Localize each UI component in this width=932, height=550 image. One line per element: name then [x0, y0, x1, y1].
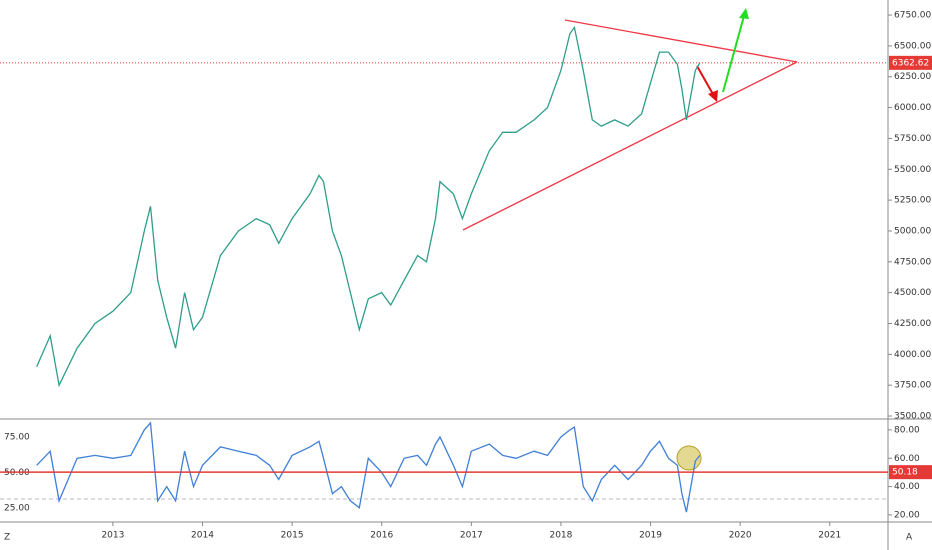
last-value-label: 6362.62	[892, 58, 929, 68]
corner-label: Z	[4, 533, 10, 543]
y-tick-label: 6250.00	[894, 72, 931, 82]
up-arrow	[722, 15, 745, 93]
corner-label: A	[906, 533, 913, 543]
y-tick-label: 5750.00	[894, 134, 931, 144]
y-tick-label: 60.00	[894, 454, 920, 464]
y-tick-label: 6500.00	[894, 41, 931, 51]
y-tick-label: 3750.00	[894, 381, 931, 391]
x-tick-label: 2020	[729, 531, 752, 541]
left-tick-label: 25.00	[4, 503, 30, 513]
y-tick-label: 6000.00	[894, 103, 931, 113]
y-tick-label: 6750.00	[894, 11, 931, 21]
up-arrow-head	[739, 8, 749, 19]
y-tick-label: 3500.00	[894, 412, 931, 422]
y-tick-label: 5000.00	[894, 226, 931, 236]
x-tick-label: 2016	[370, 531, 393, 541]
y-tick-label: 4000.00	[894, 350, 931, 360]
last-value-label: 50.18	[892, 468, 918, 478]
x-tick-label: 2015	[281, 531, 304, 541]
down-arrow-head	[708, 90, 718, 102]
last-value-box	[889, 465, 932, 480]
x-tick-label: 2018	[549, 531, 572, 541]
trend-line	[564, 19, 798, 63]
y-tick-label: 4250.00	[894, 319, 931, 329]
series-line	[36, 421, 701, 513]
left-tick-label: 50.00	[4, 468, 30, 478]
down-arrow	[696, 65, 715, 97]
x-tick-label: 2019	[639, 531, 662, 541]
y-tick-label: 40.00	[894, 482, 920, 492]
left-tick-label: 75.00	[4, 433, 30, 443]
last-value-box	[889, 55, 932, 70]
x-tick-label: 2017	[460, 531, 483, 541]
y-tick-label: 4750.00	[894, 257, 931, 267]
y-tick-label: 4500.00	[894, 288, 931, 298]
x-tick-label: 2013	[101, 531, 124, 541]
y-tick-label: 5500.00	[894, 165, 931, 175]
y-tick-label: 80.00	[894, 425, 920, 435]
y-tick-label: 5250.00	[894, 196, 931, 206]
x-tick-label: 2014	[191, 531, 214, 541]
series-line	[36, 25, 701, 388]
y-tick-label: 20.00	[894, 510, 920, 520]
x-tick-label: 2021	[818, 531, 841, 541]
trend-line	[462, 61, 798, 231]
